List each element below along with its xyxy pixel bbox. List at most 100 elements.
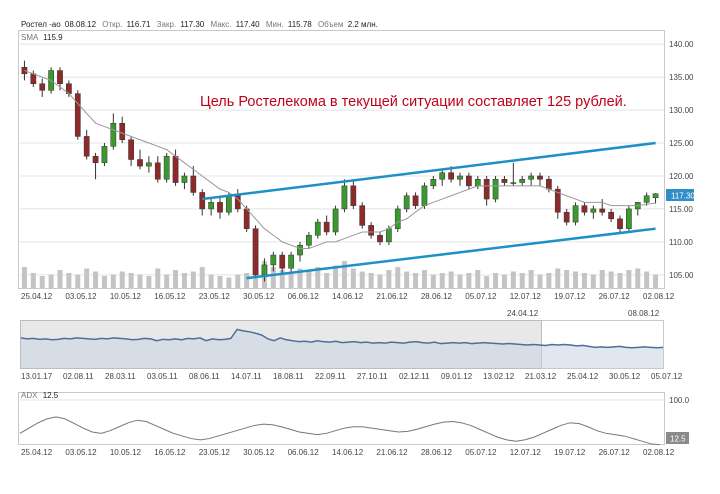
open-value: 116.71 [127, 20, 151, 29]
navigator-tick-label: 25.04.12 [567, 372, 599, 381]
candle-body [439, 172, 446, 180]
candle-body [146, 162, 152, 167]
candle-body [243, 208, 250, 229]
navigator-tick-label: 21.03.12 [525, 372, 557, 381]
navigator-line [20, 328, 664, 349]
price-tick-label: 140.00 [669, 40, 694, 49]
navigator-tick-label: 05.07.12 [651, 372, 683, 381]
candle-body [554, 188, 561, 213]
candle-body [501, 179, 508, 183]
adx-date-tick-label: 02.08.12 [643, 448, 675, 457]
candle-body [154, 162, 161, 180]
svg-text:ADX 12.5: ADX 12.5 [21, 391, 59, 400]
candle-body [492, 179, 499, 200]
navigator-tick-label: 13.02.12 [483, 372, 515, 381]
volume-bar [430, 274, 436, 288]
candle-body [57, 70, 63, 84]
adx-plot-frame [18, 392, 665, 445]
volume-bar [75, 274, 81, 288]
volume-bar [48, 274, 54, 288]
candle-body [377, 235, 383, 243]
volume-bar [128, 273, 134, 288]
price-tick-label: 105.00 [669, 271, 694, 280]
adx-label: ADX [21, 391, 38, 400]
candle-body [314, 221, 321, 236]
volume-bar [413, 273, 419, 288]
candle-body [448, 172, 454, 180]
date-tick-label: 23.05.12 [199, 292, 231, 301]
volume-bar [653, 274, 659, 288]
candle-body [403, 195, 410, 210]
target-annotation: Цель Ростелекома в текущей ситуации сост… [200, 94, 627, 110]
candle-body [261, 264, 268, 276]
candle-body [581, 205, 588, 213]
date-tick-label: 12.07.12 [510, 292, 542, 301]
volume-bar [297, 268, 303, 288]
candle-body [288, 254, 294, 269]
date-tick-label: 10.05.12 [110, 292, 142, 301]
volume-bar [564, 270, 570, 288]
volume-bar [590, 274, 596, 288]
adx-date-tick-label: 19.07.12 [554, 448, 586, 457]
candle-body [297, 244, 303, 256]
adx-line [19, 416, 661, 446]
price-tick-label: 125.00 [669, 139, 694, 148]
candle-body [394, 208, 401, 229]
navigator-start-label: 24.04.12 [507, 309, 539, 318]
volume-bar [608, 271, 614, 288]
svg-text:Ростел -ао 08.08.12 От: Ростел -ао 08.08.12 Откр. 116.71 Закр. 1… [21, 20, 378, 29]
date-tick-label: 25.04.12 [21, 292, 53, 301]
navigator-tick-label: 02.12.11 [399, 372, 430, 381]
last-price-text: 117.30 [671, 192, 695, 201]
price-tick-label: 130.00 [669, 106, 694, 115]
candle-body [137, 159, 143, 167]
candle-body [190, 175, 197, 193]
candle-body [341, 185, 348, 210]
svg-text:SMA 115.9: SMA 115.9 [21, 33, 63, 42]
ticker-label: Ростел -ао [21, 20, 61, 29]
candle-body [519, 179, 526, 183]
high-value: 117.40 [236, 20, 260, 29]
candle-body [199, 192, 206, 210]
candle-body [306, 235, 312, 246]
navigator-tick-label: 18.08.11 [273, 372, 304, 381]
volume-bar [626, 270, 632, 288]
candle-body [510, 182, 517, 184]
adx-date-tick-label: 10.05.12 [110, 448, 142, 457]
volume-bar [635, 268, 641, 288]
candle-body [350, 185, 357, 206]
volume-bar [644, 271, 650, 288]
volume-bar [599, 270, 605, 288]
price-tick-label: 110.00 [669, 238, 693, 247]
navigator-tick-label: 14.07.11 [231, 372, 262, 381]
volume-bar [350, 268, 356, 288]
candle-body [563, 211, 570, 223]
volume-bar [510, 271, 516, 288]
candle-body [172, 155, 179, 183]
date-tick-label: 16.05.12 [154, 292, 186, 301]
candle-body [572, 205, 579, 223]
navigator-tick-label: 09.01.12 [441, 372, 473, 381]
volume-bar [57, 270, 63, 288]
navigator-tick-label: 08.06.11 [189, 372, 220, 381]
navigator-layer[interactable]: 13.01.17 02.08.11 28.03.11 03.05.11 08.06.11… [20, 328, 683, 381]
volume-bar [457, 274, 463, 288]
volume-bar [341, 261, 347, 288]
volume-value: 2.2 млн. [348, 20, 378, 29]
volume-bar [235, 274, 241, 288]
sma-label: SMA [21, 33, 39, 42]
candle-body [457, 175, 463, 180]
candle-body [279, 254, 286, 269]
volume-bar [466, 273, 472, 288]
volume-bar [528, 270, 534, 288]
volume-bar [421, 270, 427, 288]
open-label: Откр. [102, 20, 122, 29]
volume-bar [181, 273, 187, 288]
navigator-end-label: 08.08.12 [628, 309, 660, 318]
adx-value: 12.5 [43, 391, 59, 400]
date-tick-label: 21.06.12 [376, 292, 408, 301]
adx-date-tick-label: 30.05.12 [243, 448, 275, 457]
date-tick-label: 19.07.12 [554, 292, 586, 301]
